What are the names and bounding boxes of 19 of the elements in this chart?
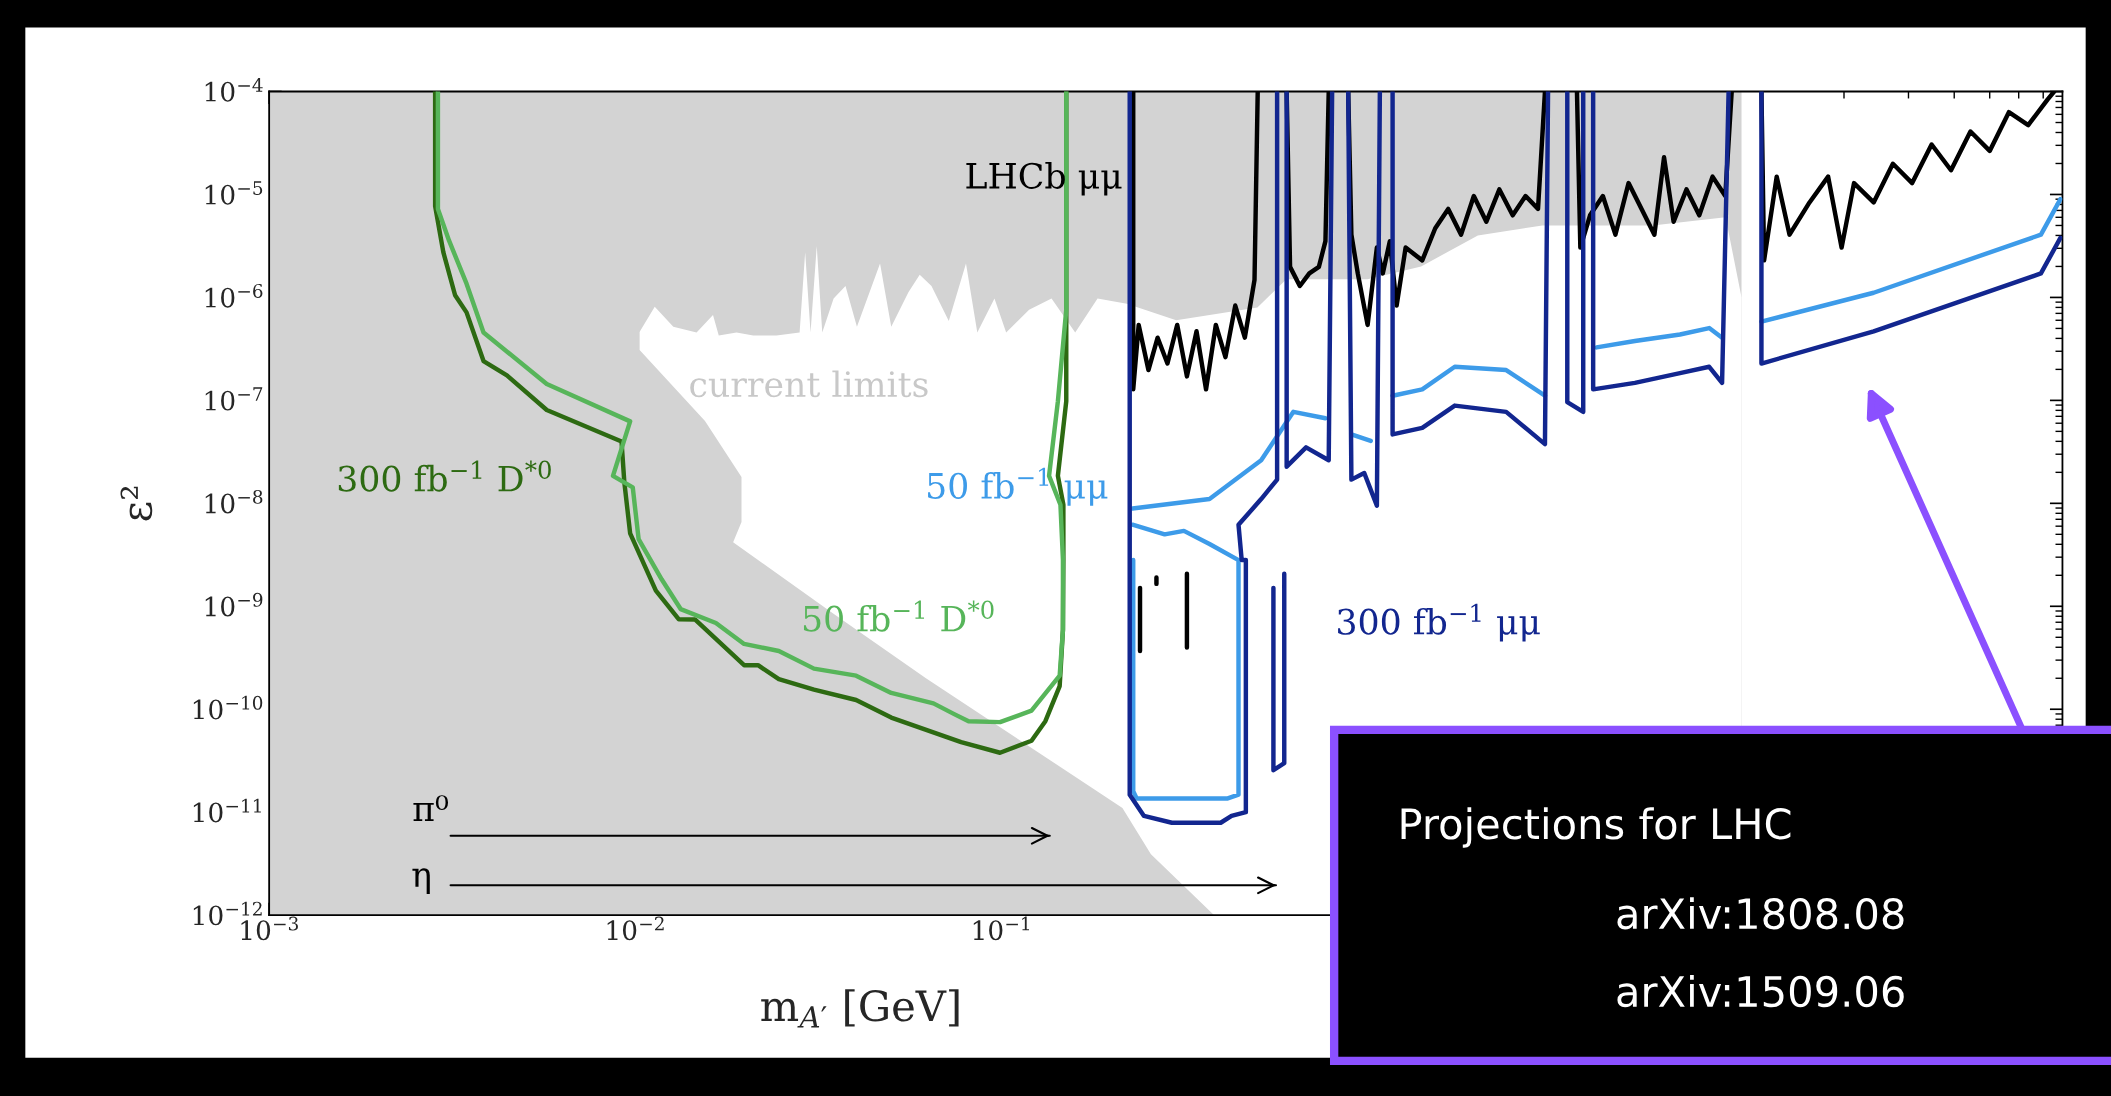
y-axis-title: ε² [120, 486, 153, 521]
annotation: 50 fb$^{−1}$ μμ [928, 467, 1108, 506]
y-tick-label: 10$^{−5}$ [205, 181, 263, 205]
y-tick-label: 10$^{−4}$ [205, 78, 263, 102]
y-tick-label: 10$^{−6}$ [205, 283, 263, 308]
y-tick-label: 10$^{−11}$ [193, 798, 261, 823]
annotation: π⁰ [413, 795, 449, 821]
x-axis-title: m$_{A′}$ [GeV] [761, 989, 959, 1028]
y-tick-label: 10$^{−9}$ [205, 592, 263, 617]
y-tick-label: 10$^{−8}$ [205, 489, 263, 514]
annotation: Projections for LHC arXiv:1808.08 arXiv:1509.06 [1401, 807, 1904, 1008]
annotation: η [412, 868, 430, 895]
y-tick-label: 10$^{−7}$ [205, 387, 263, 411]
y-tick-label: 10$^{−10}$ [193, 695, 263, 720]
x-tick-label: 10$^{−1}$ [973, 916, 1030, 941]
annotation: 300 fb$^{−1}$ D$^{*0}$ [338, 460, 551, 492]
annotation: 50 fb$^{−1}$ D$^{*0}$ [803, 600, 994, 632]
x-tick-label: 10$^{−2}$ [607, 916, 664, 941]
annotation: 300 fb$^{−1}$ μμ [1338, 603, 1540, 642]
